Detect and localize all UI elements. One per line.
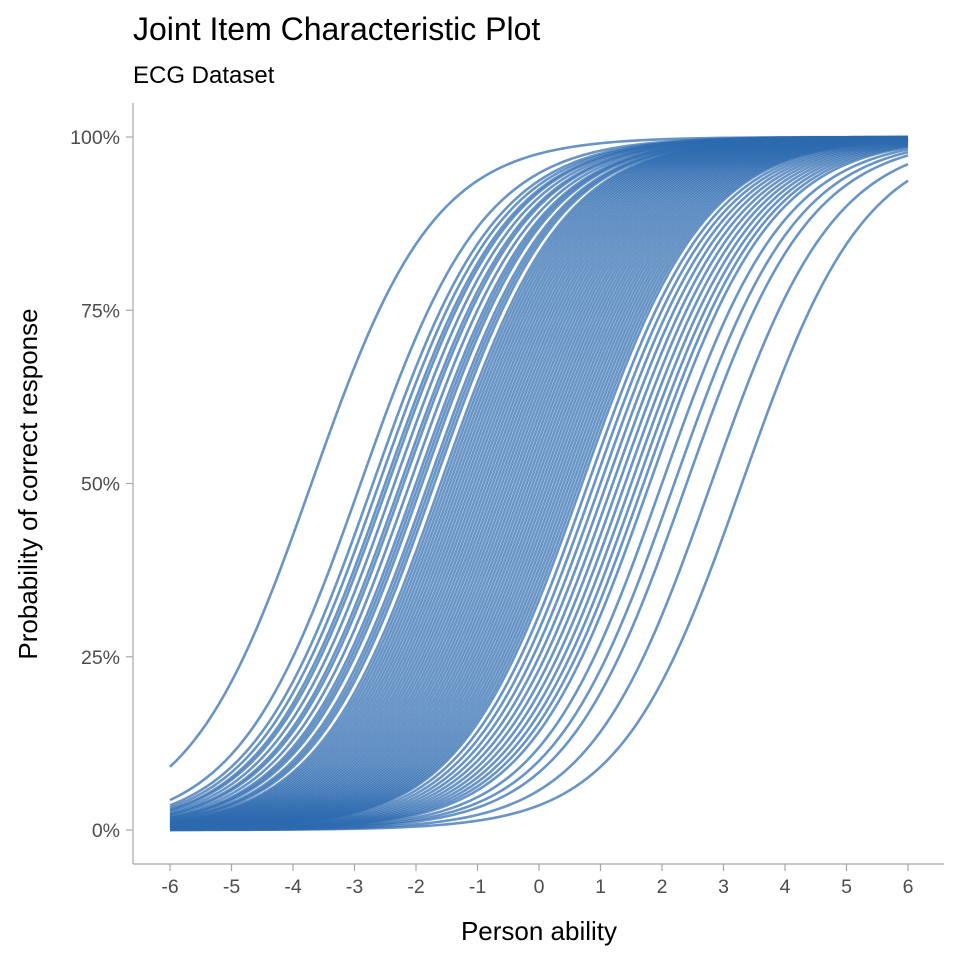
y-tick-label: 100% (70, 127, 120, 149)
item-curves (169, 135, 909, 832)
x-tick-label: -4 (284, 876, 301, 898)
item-curve (169, 136, 909, 822)
y-tick-label: 0% (92, 820, 120, 842)
x-tick-label: 0 (534, 876, 545, 898)
x-tick-label: 5 (841, 876, 852, 898)
x-tick-label: -1 (469, 876, 486, 898)
x-tick-label: -2 (407, 876, 424, 898)
x-axis-title: Person ability (461, 916, 617, 946)
y-axis-title: Probability of correct response (13, 308, 43, 659)
y-tick-label: 25% (81, 647, 120, 669)
x-tick-label: -5 (223, 876, 240, 898)
x-tick-label: -3 (346, 876, 363, 898)
x-tick-label: 1 (595, 876, 606, 898)
x-tick-label: 3 (718, 876, 729, 898)
x-axis-ticks: -6 -5 -4 -3 -2 -1 0 1 2 3 4 5 6 (161, 864, 913, 898)
chart-title: Joint Item Characteristic Plot (133, 11, 540, 47)
y-tick-label: 50% (81, 474, 120, 496)
x-tick-label: 6 (903, 876, 914, 898)
item-curve (169, 179, 909, 832)
y-axis-ticks: 0% 25% 50% 75% 100% (70, 127, 133, 842)
x-tick-label: -6 (161, 876, 178, 898)
y-tick-label: 75% (81, 300, 120, 322)
x-tick-label: 2 (657, 876, 668, 898)
chart-subtitle: ECG Dataset (133, 62, 275, 89)
x-tick-label: 4 (780, 876, 791, 898)
